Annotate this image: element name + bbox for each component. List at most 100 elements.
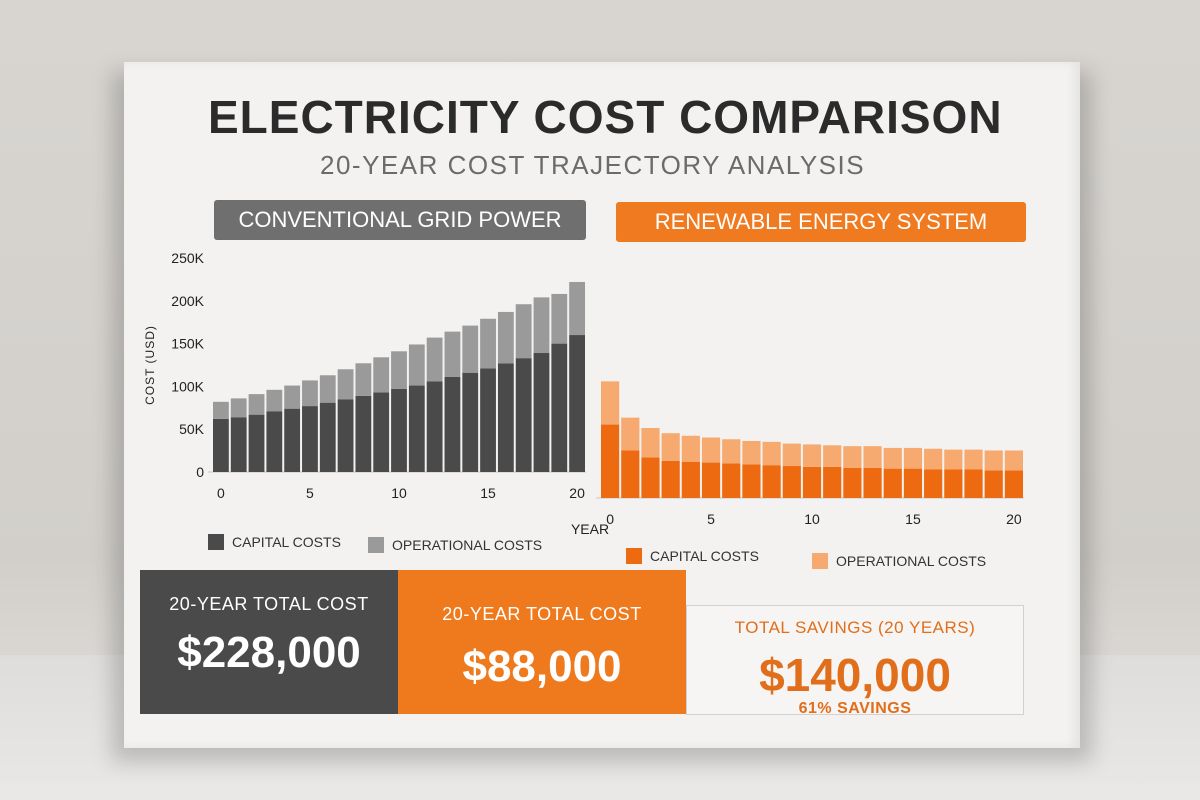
renew-capital-bar bbox=[621, 450, 640, 498]
renew-capital-bar bbox=[641, 457, 660, 498]
legend-swatch-grid-capital bbox=[208, 534, 224, 550]
grid-operational-bar bbox=[480, 318, 496, 369]
grid-capital-bar bbox=[515, 358, 532, 472]
y-tick-label: 150K bbox=[171, 336, 204, 352]
grid-operational-bar bbox=[551, 293, 568, 344]
renew-operational-bar bbox=[742, 440, 761, 465]
renew-operational-bar bbox=[984, 450, 1003, 471]
renew-operational-bar bbox=[641, 428, 660, 458]
legend-grid-capital: CAPITAL COSTS bbox=[208, 534, 341, 550]
renew-operational-bar bbox=[843, 446, 862, 468]
renew-operational-bar bbox=[661, 433, 680, 461]
grid-capital-bar bbox=[355, 395, 372, 472]
grid-capital-bar bbox=[213, 418, 229, 472]
page-subtitle: 20-YEAR COST TRAJECTORY ANALYSIS bbox=[320, 150, 866, 180]
legend-renew-capital: CAPITAL COSTS bbox=[626, 548, 759, 564]
renew-operational-bar bbox=[722, 439, 741, 464]
renew-operational-bar bbox=[782, 443, 801, 467]
renew-capital-bar bbox=[1004, 470, 1023, 498]
grid-capital-bar bbox=[230, 417, 247, 472]
grid-operational-bar bbox=[462, 325, 479, 373]
grid-capital-bar bbox=[551, 343, 568, 472]
renew-capital-bar bbox=[883, 468, 902, 498]
grid-operational-bar bbox=[319, 375, 336, 403]
legend-label: CAPITAL COSTS bbox=[232, 534, 341, 550]
grid-operational-bar bbox=[373, 357, 390, 393]
renewable-panel-header: RENEWABLE ENERGY SYSTEM bbox=[616, 202, 1026, 242]
renew-operational-bar bbox=[863, 446, 882, 468]
grid-capital-bar bbox=[391, 388, 407, 472]
grid-operational-bar bbox=[515, 304, 532, 359]
renew-capital-bar bbox=[823, 466, 842, 498]
x-tick-label: 20 bbox=[1006, 511, 1022, 527]
grid-capital-bar bbox=[533, 353, 550, 472]
grid-operational-bar bbox=[230, 398, 247, 418]
grid-operational-bar bbox=[248, 394, 265, 415]
x-tick-label: 20 bbox=[569, 485, 585, 501]
y-tick-label: 100K bbox=[171, 378, 204, 394]
legend-swatch-renew-operational bbox=[812, 553, 828, 569]
grid-capital-bar bbox=[408, 385, 425, 472]
renew-operational-bar bbox=[924, 448, 943, 470]
legend-swatch-renew-capital bbox=[626, 548, 642, 564]
renew-capital-bar bbox=[701, 462, 721, 498]
renew-capital-bar bbox=[742, 464, 761, 498]
renew-capital-bar bbox=[964, 469, 983, 498]
renew-capital-bar bbox=[681, 461, 700, 498]
renew-capital-bar bbox=[903, 468, 923, 498]
grid-total-card: 20-YEAR TOTAL COST $228,000 bbox=[140, 570, 398, 714]
x-tick-label: 15 bbox=[905, 511, 921, 527]
grid-capital-bar bbox=[266, 411, 283, 472]
grid-operational-bar bbox=[497, 311, 514, 364]
renew-capital-bar bbox=[944, 469, 963, 498]
renew-capital-bar bbox=[601, 424, 620, 498]
grid-operational-bar bbox=[533, 297, 550, 354]
x-tick-label: 5 bbox=[306, 485, 314, 501]
grid-capital-bar bbox=[373, 392, 390, 472]
grid-operational-bar bbox=[337, 369, 354, 400]
grid-total-label: 20-YEAR TOTAL COST bbox=[169, 594, 369, 614]
renew-capital-bar bbox=[843, 467, 862, 498]
legend-renew-operational: OPERATIONAL COSTS bbox=[812, 553, 986, 569]
renew-capital-bar bbox=[924, 469, 943, 498]
x-tick-label: 0 bbox=[217, 485, 225, 501]
y-tick-label: 50K bbox=[179, 421, 205, 437]
grid-panel-header: CONVENTIONAL GRID POWER bbox=[214, 200, 586, 240]
x-tick-label: 10 bbox=[391, 485, 407, 501]
grid-operational-bar bbox=[426, 337, 443, 382]
grid-capital-bar bbox=[248, 414, 265, 472]
renew-operational-bar bbox=[762, 441, 781, 466]
grid-capital-bar bbox=[337, 399, 354, 472]
x-tick-label: 0 bbox=[606, 511, 614, 527]
grid-capital-bar bbox=[319, 402, 336, 472]
x-tick-label: 10 bbox=[804, 511, 820, 527]
legend-label: OPERATIONAL COSTS bbox=[836, 553, 987, 569]
renew-operational-bar bbox=[681, 435, 700, 462]
renewable-total-card: 20-YEAR TOTAL COST $88,000 bbox=[398, 570, 686, 714]
renew-capital-bar bbox=[722, 463, 741, 498]
legend-grid-operational: OPERATIONAL COSTS bbox=[368, 537, 542, 553]
savings-label: TOTAL SAVINGS (20 YEARS) bbox=[734, 618, 976, 637]
renew-capital-bar bbox=[661, 460, 680, 498]
grid-operational-bar bbox=[408, 344, 425, 386]
renew-capital-bar bbox=[802, 466, 822, 498]
legend-label: OPERATIONAL COSTS bbox=[392, 537, 543, 553]
grid-operational-bar bbox=[355, 363, 372, 396]
grid-operational-bar bbox=[569, 281, 585, 336]
poster-canvas: ELECTRICITY COST COMPARISON 20-YEAR COST… bbox=[124, 62, 1080, 748]
savings-card: TOTAL SAVINGS (20 YEARS) $140,000 61% SA… bbox=[686, 605, 1024, 717]
renew-operational-bar bbox=[802, 444, 822, 467]
grid-total-value: $228,000 bbox=[177, 628, 361, 677]
y-tick-label: 200K bbox=[171, 293, 204, 309]
renew-operational-bar bbox=[823, 445, 842, 467]
renew-capital-bar bbox=[984, 470, 1003, 498]
legend-swatch-grid-operational bbox=[368, 537, 384, 553]
grid-capital-bar bbox=[480, 368, 496, 472]
renew-operational-bar bbox=[1004, 450, 1023, 471]
grid-capital-bar bbox=[497, 363, 514, 472]
renewable-total-value: $88,000 bbox=[462, 642, 622, 691]
x-tick-label: 5 bbox=[707, 511, 715, 527]
grid-operational-bar bbox=[391, 351, 407, 389]
renew-capital-bar bbox=[782, 466, 801, 498]
grid-operational-bar bbox=[213, 401, 229, 419]
